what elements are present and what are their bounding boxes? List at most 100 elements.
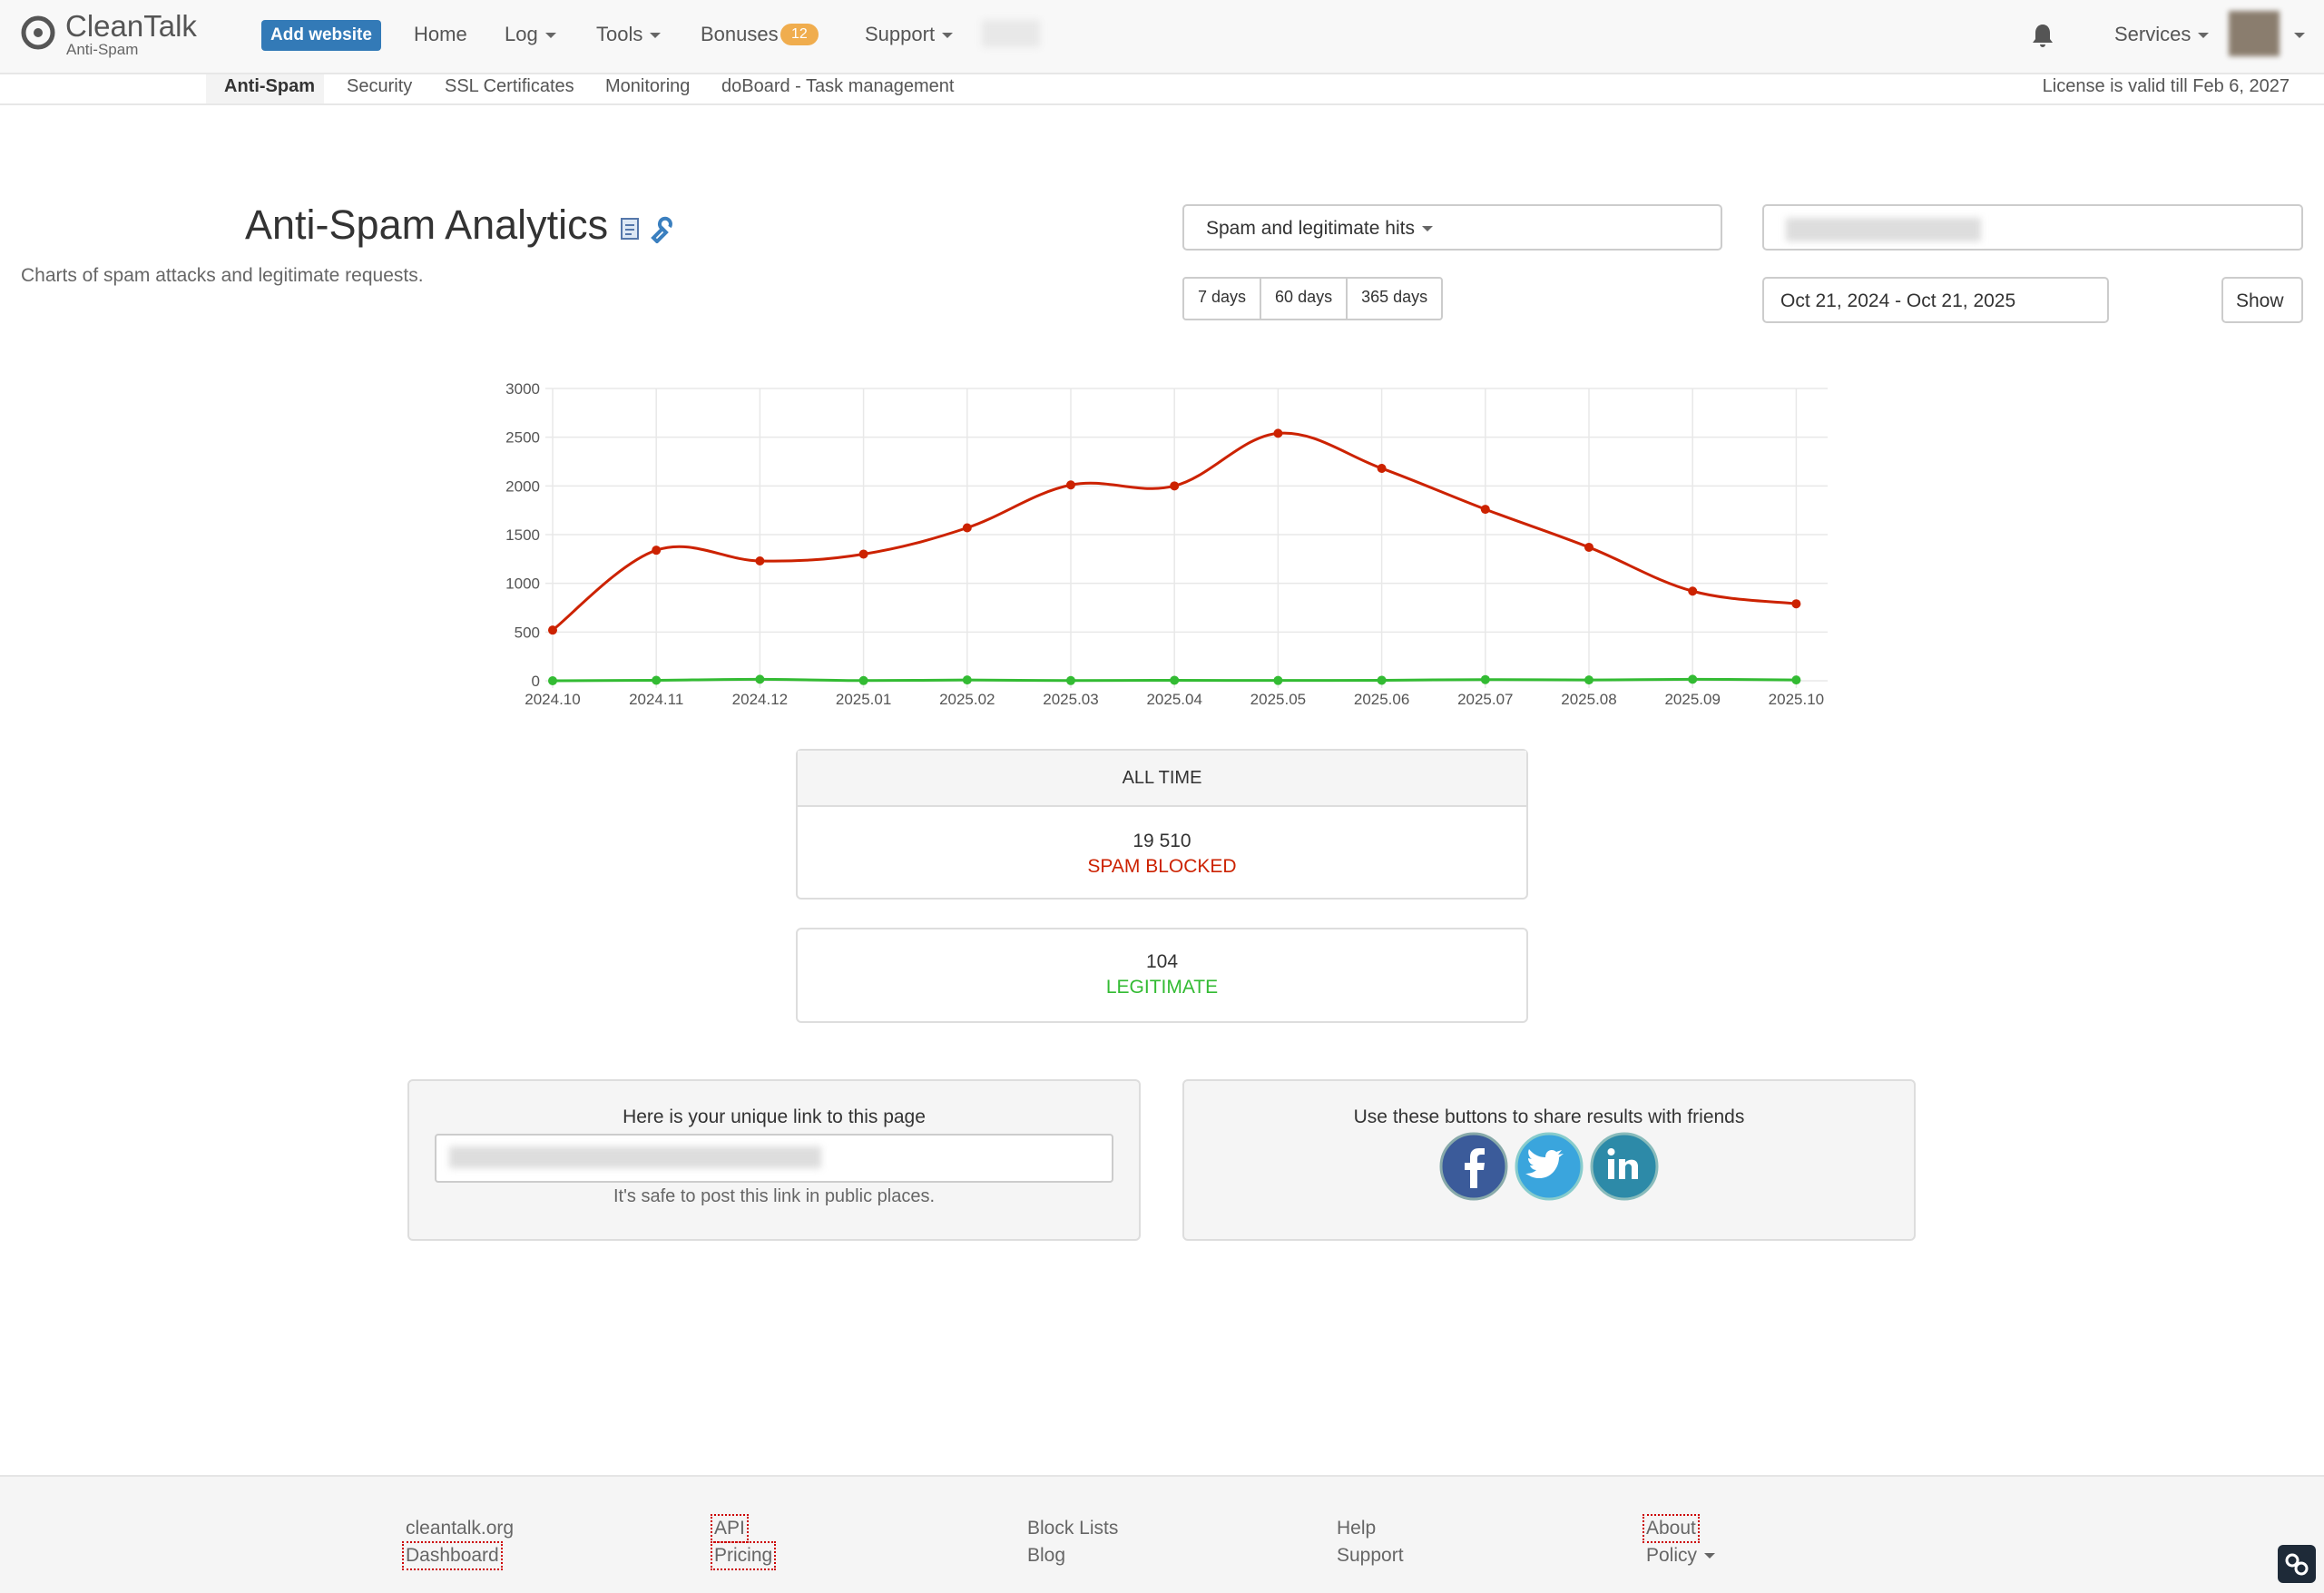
date-input[interactable]: Oct 21, 2024 - Oct 21, 2025 bbox=[1762, 277, 2109, 323]
y-tick-label: 1500 bbox=[505, 526, 540, 544]
data-point bbox=[1791, 675, 1801, 685]
data-point bbox=[858, 675, 868, 685]
y-tick-label: 2500 bbox=[505, 429, 540, 447]
data-point bbox=[1170, 481, 1180, 491]
footer-link[interactable]: Help bbox=[1337, 1518, 1377, 1539]
link-title: Here is your unique link to this page bbox=[623, 1106, 926, 1127]
blurred bbox=[1786, 218, 1981, 241]
data-point bbox=[1377, 675, 1387, 685]
spam-label: SPAM BLOCKED bbox=[1087, 856, 1237, 877]
footer-link[interactable]: Pricing bbox=[710, 1541, 777, 1570]
footer-link[interactable]: API bbox=[711, 1514, 749, 1543]
footer-link[interactable]: Blog bbox=[1027, 1545, 1066, 1566]
share-title: Use these buttons to share results with … bbox=[1353, 1106, 1745, 1127]
x-tick-label: 2025.07 bbox=[1457, 691, 1513, 708]
data-point bbox=[1170, 675, 1180, 685]
x-tick-label: 2025.03 bbox=[1043, 691, 1098, 708]
footer-link[interactable]: Block Lists bbox=[1027, 1518, 1119, 1539]
sub-item[interactable]: SSL Certificates bbox=[445, 76, 574, 96]
sub-item[interactable]: Anti-Spam bbox=[224, 76, 315, 96]
chart-select[interactable]: Spam and legitimate hits bbox=[1182, 204, 1722, 251]
data-point bbox=[1480, 674, 1490, 684]
x-tick-label: 2025.02 bbox=[939, 691, 995, 708]
data-point bbox=[1480, 505, 1490, 515]
nav-log[interactable]: Log bbox=[505, 23, 556, 46]
data-point bbox=[1377, 464, 1387, 474]
data-point bbox=[755, 674, 765, 684]
sub-item[interactable]: Security bbox=[347, 76, 413, 96]
sub-item[interactable]: doBoard - Task management bbox=[721, 76, 955, 96]
legit-value: 104 bbox=[1145, 951, 1179, 972]
legit-card: 104 LEGITIMATE bbox=[796, 928, 1528, 1023]
data-point bbox=[1584, 675, 1593, 685]
sub-item[interactable]: Monitoring bbox=[605, 76, 691, 96]
nav-services[interactable]: Services bbox=[2114, 23, 2209, 46]
brand: CleanTalk bbox=[65, 9, 197, 43]
data-point bbox=[1066, 480, 1075, 490]
y-tick-label: 3000 bbox=[505, 380, 540, 398]
page-title: Anti-Spam Analytics bbox=[245, 202, 609, 248]
data-point bbox=[652, 546, 662, 556]
x-tick-label: 2025.01 bbox=[836, 691, 891, 708]
x-tick-label: 2025.10 bbox=[1769, 691, 1824, 708]
link-card: Here is your unique link to this page It… bbox=[407, 1079, 1141, 1241]
data-point bbox=[1791, 599, 1801, 609]
data-point bbox=[962, 523, 972, 533]
footer-link[interactable]: cleantalk.org bbox=[406, 1518, 515, 1539]
avatar[interactable] bbox=[2229, 11, 2280, 56]
select-text: Spam and legitimate hits bbox=[1206, 218, 1415, 239]
footer-link[interactable]: Dashboard bbox=[402, 1541, 503, 1570]
y-tick-label: 2000 bbox=[505, 477, 540, 495]
x-tick-label: 2025.05 bbox=[1250, 691, 1306, 708]
title-icons[interactable] bbox=[619, 216, 677, 243]
linkedin[interactable] bbox=[1590, 1132, 1659, 1201]
footer-link[interactable]: About bbox=[1642, 1514, 1700, 1543]
data-point bbox=[755, 556, 765, 565]
x-tick-label: 2024.12 bbox=[732, 691, 788, 708]
nav-support[interactable]: Support bbox=[865, 23, 953, 46]
show-button[interactable]: Show bbox=[2221, 277, 2303, 323]
social-icons bbox=[1439, 1132, 1659, 1201]
site-select[interactable] bbox=[1762, 204, 2303, 251]
facebook[interactable] bbox=[1439, 1132, 1508, 1201]
twitter[interactable] bbox=[1515, 1132, 1584, 1201]
nav-home[interactable]: Home bbox=[414, 23, 467, 45]
range-button[interactable]: 365 days bbox=[1361, 288, 1428, 306]
data-point bbox=[1066, 675, 1075, 685]
legit-label: LEGITIMATE bbox=[1105, 977, 1219, 998]
brand-sub: Anti-Spam bbox=[66, 41, 139, 58]
y-tick-label: 500 bbox=[515, 624, 540, 641]
chart: 0 500 1000 1500 2000 2500 3000 2024.10 2024.11 20… bbox=[505, 380, 1828, 708]
footer-link[interactable]: Policy bbox=[1646, 1545, 1715, 1567]
range-button[interactable]: 7 days bbox=[1184, 279, 1262, 319]
stats-heading: ALL TIME bbox=[798, 751, 1526, 807]
x-tick-label: 2025.06 bbox=[1354, 691, 1409, 708]
stats-card: ALL TIME 19 510 SPAM BLOCKED bbox=[796, 749, 1528, 900]
footer-link[interactable]: Support bbox=[1337, 1545, 1404, 1566]
data-point bbox=[1273, 428, 1283, 438]
top-nav bbox=[0, 0, 2324, 74]
x-tick-label: 2024.10 bbox=[525, 691, 580, 708]
nav-tools[interactable]: Tools bbox=[596, 23, 661, 46]
range-button[interactable]: 60 days bbox=[1261, 279, 1348, 319]
sub-active bbox=[206, 74, 324, 103]
bell-icon[interactable] bbox=[2031, 22, 2054, 49]
data-point bbox=[1273, 675, 1283, 685]
x-tick-label: 2025.08 bbox=[1561, 691, 1616, 708]
widget-button[interactable] bbox=[2278, 1545, 2316, 1583]
add-website[interactable]: Add website bbox=[261, 20, 381, 51]
nav-bonuses[interactable]: Bonuses bbox=[701, 23, 779, 45]
range-group: 7 days 60 days 365 days bbox=[1182, 277, 1444, 320]
link-note: It's safe to post this link in public pl… bbox=[613, 1186, 935, 1206]
avatar-caret[interactable] bbox=[2287, 27, 2305, 44]
data-point bbox=[1584, 542, 1593, 552]
link-input[interactable] bbox=[435, 1134, 1113, 1183]
y-tick-label: 0 bbox=[532, 673, 540, 690]
data-point bbox=[548, 625, 557, 635]
bonus-badge: 12 bbox=[780, 24, 819, 45]
x-tick-label: 2025.09 bbox=[1664, 691, 1720, 708]
page-subtitle: Charts of spam attacks and legitimate re… bbox=[21, 265, 424, 286]
x-tick-label: 2024.11 bbox=[629, 691, 683, 708]
x-tick-label: 2025.04 bbox=[1146, 691, 1201, 708]
y-tick-label: 1000 bbox=[505, 575, 540, 593]
